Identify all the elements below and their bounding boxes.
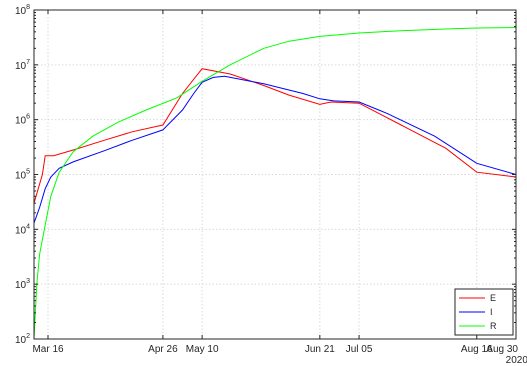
x-tick-label: Aug 30 xyxy=(486,344,518,355)
x-axis: Mar 16 Apr 26 May 10 Jun 21 Jul 05 Aug 16Aug … xyxy=(32,10,518,355)
y-tick-label: 106 xyxy=(15,114,30,127)
y-axis: 102 103 104 105 106 107 108 xyxy=(15,4,516,346)
y-tick-label: 105 xyxy=(15,169,30,182)
series-layer xyxy=(33,27,517,340)
y-tick-label: 103 xyxy=(15,278,30,291)
y-tick-label: 108 xyxy=(15,4,30,17)
x-tick-label: Jul 05 xyxy=(346,344,373,355)
series-line-r xyxy=(33,27,517,340)
y-tick-label: 107 xyxy=(15,59,30,72)
y-tick-label: 102 xyxy=(15,333,30,346)
legend-label: R xyxy=(490,321,497,331)
x-tick-label: May 10 xyxy=(186,344,219,355)
series-line-i xyxy=(33,75,517,224)
x-tick-label: Mar 16 xyxy=(32,344,64,355)
legend: EIR xyxy=(454,288,514,336)
x-tick-label: Apr 26 xyxy=(148,344,178,355)
x-tick-label: Aug 16 xyxy=(461,344,493,355)
grid xyxy=(34,10,517,339)
legend-label: I xyxy=(490,307,493,317)
x-tick-label: Jun 21 xyxy=(305,344,335,355)
series-line-e xyxy=(33,68,517,204)
x-axis-year-label: 2020 xyxy=(506,355,527,366)
legend-label: E xyxy=(490,293,496,303)
y-tick-label: 104 xyxy=(15,223,30,236)
